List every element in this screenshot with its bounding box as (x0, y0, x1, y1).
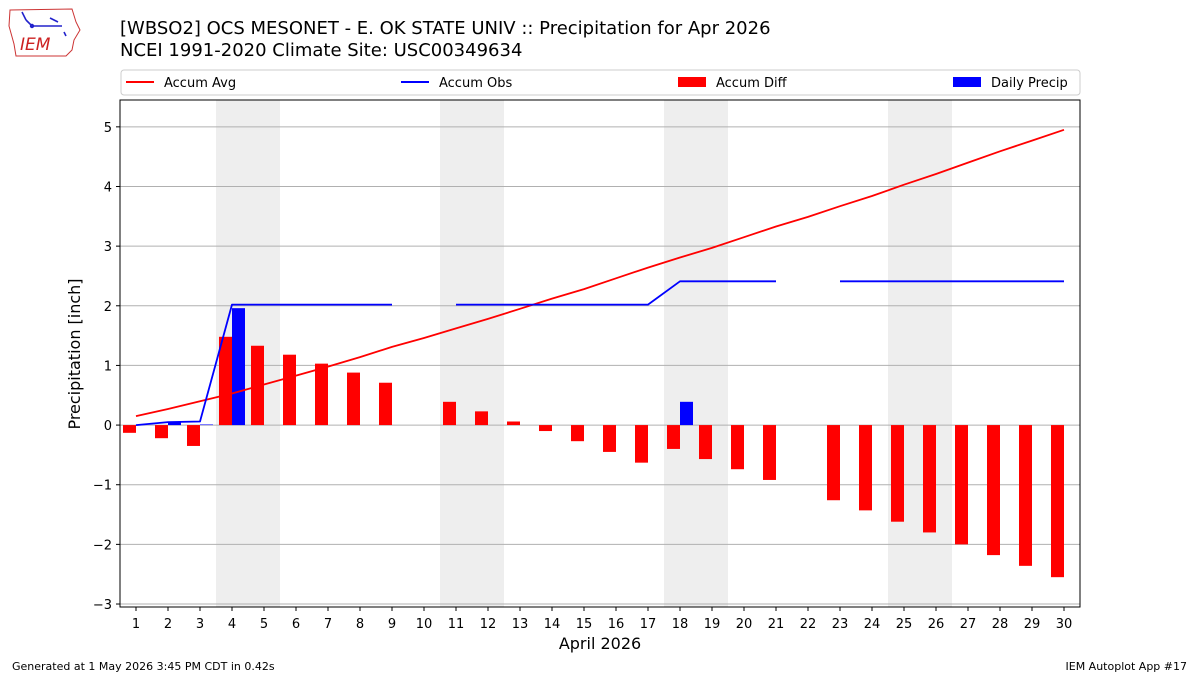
y-tick-label: 2 (104, 300, 112, 315)
accum-diff-bar (603, 425, 616, 452)
x-tick-label: 23 (832, 617, 849, 632)
generated-timestamp: Generated at 1 May 2026 3:45 PM CDT in 0… (12, 660, 275, 673)
y-tick-label: −2 (93, 538, 112, 553)
y-tick-label: 5 (104, 121, 112, 136)
x-tick-label: 26 (928, 617, 945, 632)
y-axis: −3 −2 −1 0 1 2 3 4 5 (93, 121, 120, 613)
y-tick-label: −3 (93, 598, 112, 613)
chart-subtitle: NCEI 1991-2020 Climate Site: USC00349634 (120, 40, 523, 61)
accum-diff-bar (667, 425, 680, 449)
weekend-band-3 (664, 100, 728, 607)
accum-diff-bar (123, 425, 136, 433)
x-tick-label: 1 (132, 617, 140, 632)
x-tick-label: 15 (576, 617, 593, 632)
y-tick-label: 4 (104, 180, 112, 195)
accum-diff-bar (219, 336, 232, 426)
x-tick-label: 21 (768, 617, 785, 632)
x-tick-label: 12 (480, 617, 497, 632)
x-tick-label: 27 (960, 617, 977, 632)
x-tick-label: 8 (356, 617, 364, 632)
series-lines (135, 128, 1065, 426)
accum-diff-bar (507, 421, 520, 426)
x-tick-label: 19 (704, 617, 721, 632)
x-tick-label: 13 (512, 617, 529, 632)
accum-diff-bar (827, 425, 840, 501)
x-tick-label: 20 (736, 617, 753, 632)
x-tick-label: 7 (324, 617, 332, 632)
chart-title: [WBSO2] OCS MESONET - E. OK STATE UNIV :… (120, 18, 771, 39)
accum-diff-bar (283, 354, 296, 426)
accum-diff-bar (187, 425, 200, 446)
iem-logo: IEM (6, 4, 82, 60)
x-tick-label: 2 (164, 617, 172, 632)
legend-label-accum-avg: Accum Avg (164, 76, 236, 91)
x-tick-label: 24 (864, 617, 881, 632)
weekend-bands (216, 100, 952, 607)
accum-obs-line (135, 280, 1064, 426)
x-tick-label: 25 (896, 617, 913, 632)
accum-diff-bar (539, 425, 552, 432)
x-tick-label: 22 (800, 617, 817, 632)
x-tick-label: 29 (1024, 617, 1041, 632)
x-tick-label: 6 (292, 617, 300, 632)
legend-label-accum-obs: Accum Obs (439, 76, 512, 91)
y-axis-label: Precipitation [inch] (65, 278, 84, 429)
legend-swatch-accum-diff (678, 77, 706, 87)
y-tick-label: −1 (93, 479, 112, 494)
legend-swatch-daily-precip (953, 77, 981, 87)
legend: Accum Avg Accum Obs Accum Diff Daily Precip (120, 69, 1081, 96)
x-tick-label: 4 (228, 617, 236, 632)
accum-diff-bar (859, 425, 872, 511)
x-tick-label: 16 (608, 617, 625, 632)
weekend-band-4 (888, 100, 952, 607)
x-tick-label: 14 (544, 617, 561, 632)
accum-diff-bar (635, 425, 648, 463)
accum-diff-bar (315, 363, 328, 426)
x-tick-label: 5 (260, 617, 268, 632)
accum-diff-bar (475, 411, 488, 426)
accum-diff-bar (1019, 425, 1032, 566)
y-tick-label: 0 (104, 419, 112, 434)
accum-diff-bar (763, 425, 776, 480)
accum-diff-bar (1051, 425, 1064, 578)
accum-diff-bar (155, 425, 168, 439)
accum-diff-bar (955, 425, 968, 545)
x-tick-label: 17 (640, 617, 657, 632)
daily-precip-bar (168, 422, 181, 426)
iowa-map-logo: IEM (8, 8, 81, 57)
accum-avg-line (135, 128, 1065, 417)
y-tick-label: 1 (104, 359, 112, 374)
x-tick-label: 28 (992, 617, 1009, 632)
weekend-band-2 (440, 100, 504, 607)
accum-diff-bar (571, 425, 584, 442)
x-tick-label: 18 (672, 617, 689, 632)
x-tick-label: 30 (1056, 617, 1073, 632)
accum-diff-bar (347, 372, 360, 426)
legend-label-daily-precip: Daily Precip (991, 76, 1068, 91)
legend-label-accum-diff: Accum Diff (716, 76, 788, 91)
daily-precip-bar (200, 424, 213, 426)
accum-diff-bar (379, 382, 392, 426)
daily-precip-bar (680, 401, 693, 426)
accum-diff-bar (923, 425, 936, 533)
y-tick-label: 3 (104, 240, 112, 255)
x-tick-label: 9 (388, 617, 396, 632)
accum-diff-bar (891, 425, 904, 522)
x-tick-label: 10 (416, 617, 433, 632)
daily-precip-bar (232, 308, 245, 426)
accum-diff-bar (731, 425, 744, 470)
accum-diff-bar (443, 401, 456, 426)
x-axis-label: April 2026 (559, 634, 641, 653)
app-credit: IEM Autoplot App #17 (1065, 660, 1188, 673)
x-tick-label: 3 (196, 617, 204, 632)
plot-frame (119, 99, 1081, 608)
accum-diff-bar (699, 425, 712, 460)
legend-box (120, 69, 1081, 96)
grid-lines (120, 126, 1080, 605)
x-tick-label: 11 (448, 617, 465, 632)
accum-diff-bar (987, 425, 1000, 556)
x-axis: 1 2 3 4 5 6 7 8 9 10 11 12 13 14 15 16 17 18 19 20 21 22 23 24 2… (132, 607, 1072, 632)
logo-text: IEM (20, 35, 51, 55)
